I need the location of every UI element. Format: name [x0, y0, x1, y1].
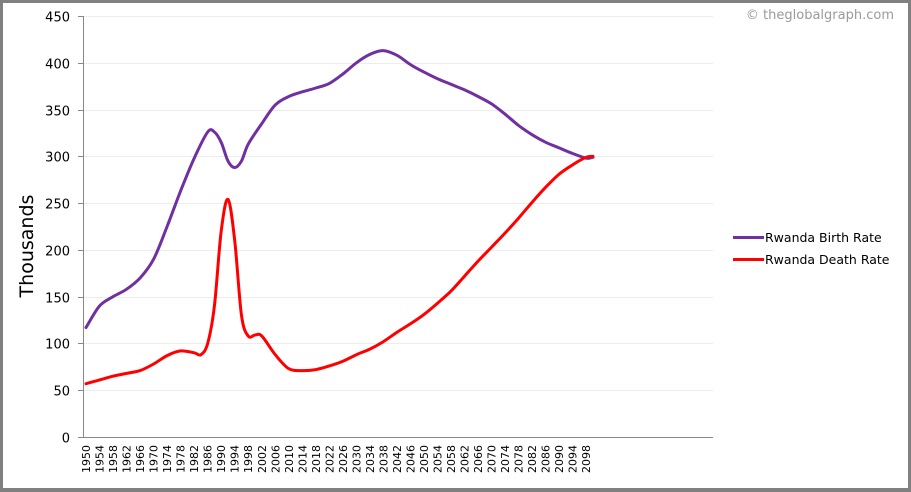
y-tick-label: 400 — [45, 58, 70, 73]
y-tick-label: 300 — [45, 151, 70, 166]
x-tick-label: 2010 — [283, 445, 296, 473]
x-tick-label: 2090 — [553, 445, 566, 473]
x-tick-label: 2026 — [337, 445, 350, 473]
x-tick-label: 2086 — [540, 445, 553, 473]
legend-item-death-rate: Rwanda Death Rate — [733, 248, 890, 270]
x-tick-label: 1994 — [229, 445, 242, 473]
legend-label-birth: Rwanda Birth Rate — [765, 229, 882, 245]
x-tick-label: 1982 — [188, 445, 201, 473]
death-rate-line — [84, 154, 595, 386]
legend-swatch-birth — [733, 235, 764, 239]
series-lines — [84, 49, 595, 386]
y-tick-label: 150 — [45, 292, 70, 307]
legend-label-death: Rwanda Death Rate — [765, 251, 890, 267]
x-tick-label: 1966 — [134, 445, 147, 473]
x-tick-label: 2066 — [472, 445, 485, 473]
y-tick-label: 0 — [62, 432, 70, 447]
x-tick-label: 2058 — [445, 445, 458, 473]
y-tick-label: 200 — [45, 245, 70, 260]
x-tick-label: 2022 — [323, 445, 336, 473]
gridlines — [83, 16, 713, 391]
x-tick-label: 2070 — [486, 445, 499, 473]
x-tick-label: 2042 — [391, 445, 404, 473]
x-tick-label: 1990 — [215, 445, 228, 473]
y-tick-label: 450 — [45, 11, 70, 26]
y-tick-label: 250 — [45, 198, 70, 213]
x-tick-label: 2034 — [364, 445, 377, 473]
x-tick-label: 2018 — [310, 445, 323, 473]
x-tick-label: 1998 — [242, 445, 255, 473]
x-tick-label: 2082 — [526, 445, 539, 473]
y-axis-ticks: 0 50 100 150 200 250 300 350 400 450 — [45, 11, 83, 447]
legend-swatch-death — [733, 257, 764, 261]
copyright-text: © theglobalgraph.com — [745, 8, 894, 23]
x-tick-label: 2046 — [404, 445, 417, 473]
y-axis-label: Thousands — [16, 194, 38, 298]
x-tick-label: 2050 — [418, 445, 431, 473]
x-tick-label: 2038 — [377, 445, 390, 473]
legend-item-birth-rate: Rwanda Birth Rate — [733, 226, 890, 248]
y-tick-label: 100 — [45, 338, 70, 353]
x-tick-label: 2098 — [580, 445, 593, 473]
x-tick-label: 1954 — [94, 445, 107, 473]
y-tick-label: 350 — [45, 105, 70, 120]
x-tick-label: 2074 — [499, 445, 512, 473]
x-tick-label: 1974 — [161, 445, 174, 473]
x-tick-label: 1950 — [80, 445, 93, 473]
x-tick-label: 2006 — [269, 445, 282, 473]
x-tick-label: 2094 — [567, 445, 580, 473]
birth-rate-line — [84, 49, 595, 329]
x-axis-ticks: 1950 1954 1958 1962 1966 1970 1974 1978 1982 1986… — [80, 445, 593, 473]
x-tick-label: 2002 — [256, 445, 269, 473]
x-tick-label: 1970 — [148, 445, 161, 473]
x-tick-label: 1958 — [107, 445, 120, 473]
x-tick-label: 1978 — [175, 445, 188, 473]
x-tick-label: 1962 — [121, 445, 134, 473]
x-tick-label: 2014 — [296, 445, 309, 473]
y-tick-label: 50 — [53, 385, 70, 400]
line-chart: 0 50 100 150 200 250 300 350 400 450 1950 1954 1958… — [45, 11, 713, 473]
x-tick-label: 2030 — [350, 445, 363, 473]
legend: Rwanda Birth Rate Rwanda Death Rate — [733, 226, 890, 270]
axes — [83, 16, 713, 438]
x-tick-label: 2078 — [513, 445, 526, 473]
x-tick-label: 1986 — [202, 445, 215, 473]
x-tick-label: 2054 — [432, 445, 445, 473]
x-tick-label: 2062 — [459, 445, 472, 473]
